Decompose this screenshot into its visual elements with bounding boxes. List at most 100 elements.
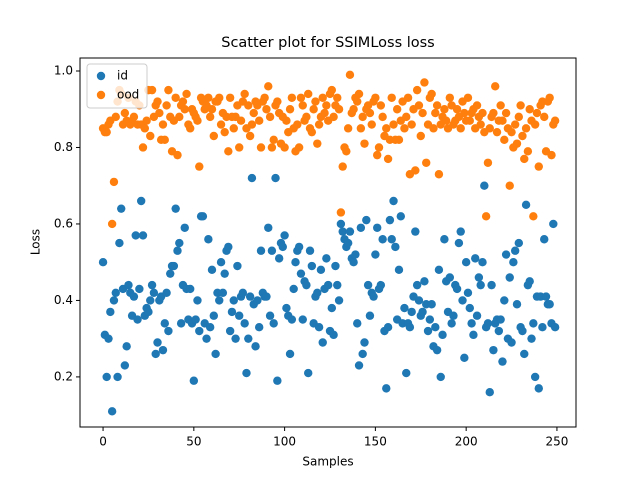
point	[367, 120, 376, 129]
point	[465, 303, 474, 313]
point	[205, 112, 215, 122]
point	[501, 108, 511, 118]
point	[313, 288, 322, 297]
point	[452, 284, 462, 294]
point	[498, 357, 507, 366]
point	[180, 105, 189, 114]
point	[498, 116, 507, 125]
point	[400, 303, 409, 313]
point	[509, 257, 518, 267]
point	[407, 120, 416, 129]
point	[489, 345, 498, 355]
point	[476, 120, 485, 129]
point	[496, 315, 505, 324]
point	[520, 154, 529, 164]
point	[104, 334, 113, 343]
y-tick-label: 0.4	[54, 293, 73, 307]
point	[440, 235, 449, 244]
point	[389, 196, 398, 206]
point	[164, 85, 173, 95]
point	[244, 101, 253, 110]
point	[224, 147, 233, 156]
point	[491, 82, 500, 91]
point	[485, 124, 494, 133]
point	[244, 334, 253, 343]
point	[173, 150, 182, 160]
point	[518, 326, 527, 336]
point	[412, 280, 422, 290]
point	[414, 296, 424, 305]
point	[294, 242, 304, 252]
point	[176, 319, 186, 328]
point	[215, 93, 224, 102]
point	[487, 280, 496, 290]
point	[369, 292, 378, 301]
point	[527, 334, 536, 343]
point	[476, 280, 485, 290]
point	[269, 135, 278, 145]
point	[382, 384, 391, 393]
point	[147, 280, 157, 290]
point	[334, 105, 344, 114]
point	[285, 105, 295, 114]
point	[144, 307, 153, 317]
point	[427, 89, 436, 99]
point	[235, 143, 244, 152]
point	[411, 166, 420, 175]
point	[236, 116, 246, 125]
point	[166, 269, 175, 278]
point	[280, 143, 289, 152]
point	[432, 101, 442, 110]
point	[216, 120, 226, 129]
point	[550, 322, 560, 332]
point	[483, 319, 493, 328]
point	[117, 204, 126, 213]
point	[336, 219, 346, 229]
point	[354, 89, 364, 99]
y-tick-label: 0.6	[54, 216, 73, 230]
point	[545, 93, 554, 102]
point	[280, 231, 289, 240]
point	[429, 124, 438, 133]
point	[507, 127, 516, 137]
x-tick-label: 150	[364, 435, 387, 449]
point	[102, 372, 111, 382]
point	[142, 116, 151, 125]
point	[387, 235, 396, 244]
point	[467, 319, 476, 328]
point	[365, 311, 375, 320]
point	[115, 238, 124, 248]
point	[512, 300, 522, 309]
point	[478, 257, 487, 267]
point	[247, 120, 257, 129]
point	[358, 349, 367, 359]
point	[322, 254, 331, 263]
point	[109, 177, 119, 187]
point	[133, 315, 142, 324]
point	[120, 361, 130, 370]
point	[530, 372, 540, 382]
point	[403, 93, 413, 102]
point	[362, 215, 371, 225]
point	[211, 349, 220, 359]
point	[267, 246, 277, 255]
point	[545, 300, 554, 309]
point	[521, 124, 531, 133]
point	[242, 368, 251, 378]
point	[365, 108, 375, 118]
point	[383, 154, 393, 164]
point	[235, 311, 244, 320]
point	[135, 284, 144, 294]
point	[216, 257, 226, 267]
point	[251, 342, 260, 351]
point	[441, 116, 451, 125]
point	[472, 311, 482, 320]
point	[274, 254, 284, 263]
point	[195, 162, 204, 171]
point	[500, 296, 509, 305]
point	[363, 280, 373, 290]
point	[483, 158, 493, 167]
series-1	[98, 70, 560, 229]
point	[153, 97, 162, 106]
point	[202, 334, 211, 343]
